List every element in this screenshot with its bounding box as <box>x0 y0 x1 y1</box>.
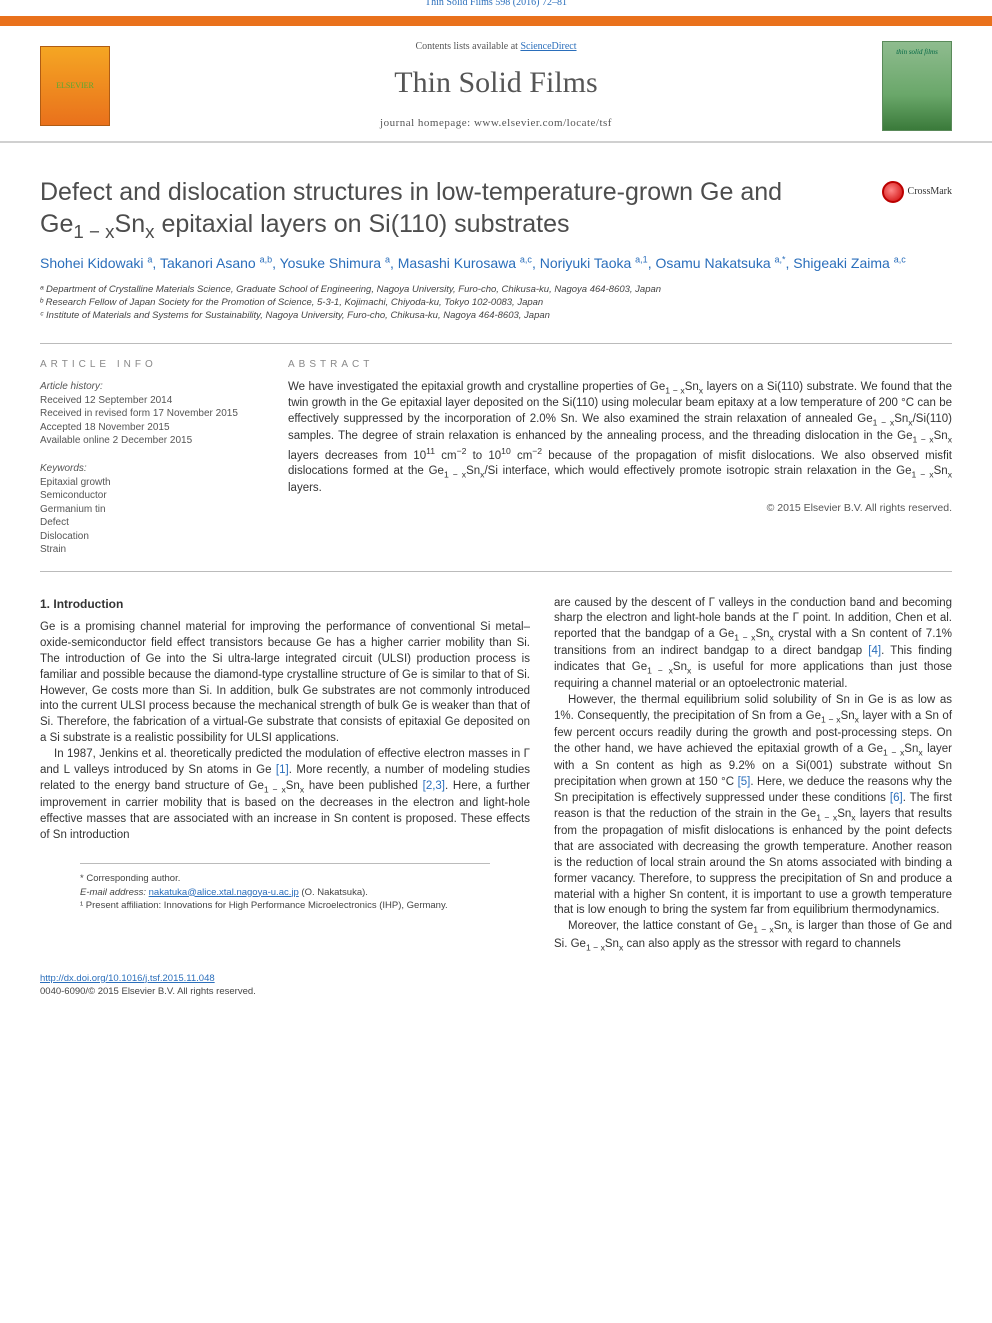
corresponding-email-link[interactable]: nakatuka@alice.xtal.nagoya-u.ac.jp <box>149 887 299 898</box>
divider <box>40 343 952 344</box>
crossmark-label: CrossMark <box>908 185 952 199</box>
elsevier-logo-text: ELSEVIER <box>56 80 94 91</box>
keyword-item: Germanium tin <box>40 503 260 517</box>
authors-line: Shohei Kidowaki a, Takanori Asano a,b, Y… <box>0 249 992 278</box>
crossmark-badge[interactable]: CrossMark <box>882 181 952 203</box>
email-who: (O. Nakatsuka). <box>299 887 368 898</box>
abstract-text: We have investigated the epitaxial growt… <box>288 380 952 497</box>
corresponding-note: * Corresponding author. <box>80 872 490 885</box>
body-paragraph: are caused by the descent of Γ valleys i… <box>554 596 952 694</box>
history-item: Received 12 September 2014 <box>40 394 260 408</box>
affiliation-item: ᵃ Department of Crystalline Materials Sc… <box>40 284 952 297</box>
doi-link[interactable]: http://dx.doi.org/10.1016/j.tsf.2015.11.… <box>40 973 215 984</box>
body-columns: 1. Introduction Ge is a promising channe… <box>0 586 992 954</box>
keyword-item: Dislocation <box>40 530 260 544</box>
history-item: Received in revised form 17 November 201… <box>40 407 260 421</box>
doi-block: http://dx.doi.org/10.1016/j.tsf.2015.11.… <box>0 954 992 1019</box>
abstract-column: abstract We have investigated the epitax… <box>288 358 952 557</box>
body-paragraph: Ge is a promising channel material for i… <box>40 620 530 747</box>
email-line: E-mail address: nakatuka@alice.xtal.nago… <box>80 886 490 899</box>
history-item: Available online 2 December 2015 <box>40 434 260 448</box>
history-label: Article history: <box>40 380 260 394</box>
affiliation-item: ᶜ Institute of Materials and Systems for… <box>40 310 952 323</box>
journal-title: Thin Solid Films <box>130 62 862 104</box>
keyword-item: Semiconductor <box>40 489 260 503</box>
crossmark-icon <box>882 181 904 203</box>
body-paragraph: However, the thermal equilibrium solid s… <box>554 693 952 919</box>
history-item: Accepted 18 November 2015 <box>40 421 260 435</box>
contents-line: Contents lists available at ScienceDirec… <box>130 40 862 54</box>
meta-abstract-row: article info Article history: Received 1… <box>0 358 992 557</box>
affiliation-item: ᵇ Research Fellow of Japan Society for t… <box>40 297 952 310</box>
email-label: E-mail address: <box>80 887 149 898</box>
keywords-label: Keywords: <box>40 462 260 476</box>
present-affiliation-note: ¹ Present affiliation: Innovations for H… <box>80 899 490 912</box>
banner-center: Contents lists available at ScienceDirec… <box>130 40 862 131</box>
body-paragraph: Moreover, the lattice constant of Ge1 − … <box>554 919 952 953</box>
body-column-right: are caused by the descent of Γ valleys i… <box>554 596 952 954</box>
section-heading: 1. Introduction <box>40 596 530 613</box>
section-number: 1. <box>40 597 50 611</box>
issn-copyright: 0040-6090/© 2015 Elsevier B.V. All right… <box>40 986 256 997</box>
article-title: Defect and dislocation structures in low… <box>40 177 820 243</box>
keyword-item: Strain <box>40 543 260 557</box>
journal-cover-icon: thin solid films <box>882 41 952 131</box>
keyword-item: Defect <box>40 516 260 530</box>
contents-prefix: Contents lists available at <box>415 41 520 52</box>
homepage-label: journal homepage: <box>380 117 474 129</box>
title-block: Defect and dislocation structures in low… <box>0 147 992 249</box>
homepage-url[interactable]: www.elsevier.com/locate/tsf <box>474 117 612 129</box>
elsevier-logo-icon: ELSEVIER <box>40 46 110 126</box>
article-info-heading: article info <box>40 358 260 372</box>
divider <box>40 571 952 572</box>
abstract-copyright: © 2015 Elsevier B.V. All rights reserved… <box>288 501 952 516</box>
sciencedirect-link[interactable]: ScienceDirect <box>520 41 576 52</box>
section-title: Introduction <box>53 597 123 611</box>
article-info-column: article info Article history: Received 1… <box>40 358 260 557</box>
cover-label: thin solid films <box>896 48 938 58</box>
body-column-left: 1. Introduction Ge is a promising channe… <box>40 596 530 954</box>
footnotes: * Corresponding author. E-mail address: … <box>80 863 490 915</box>
body-paragraph: In 1987, Jenkins et al. theoretically pr… <box>40 747 530 843</box>
abstract-heading: abstract <box>288 358 952 372</box>
journal-banner: ELSEVIER Contents lists available at Sci… <box>0 16 992 143</box>
affiliations: ᵃ Department of Crystalline Materials Sc… <box>0 278 992 328</box>
top-citation: Thin Solid Films 598 (2016) 72–81 <box>0 0 992 10</box>
keyword-item: Epitaxial growth <box>40 476 260 490</box>
journal-homepage: journal homepage: www.elsevier.com/locat… <box>130 116 862 131</box>
